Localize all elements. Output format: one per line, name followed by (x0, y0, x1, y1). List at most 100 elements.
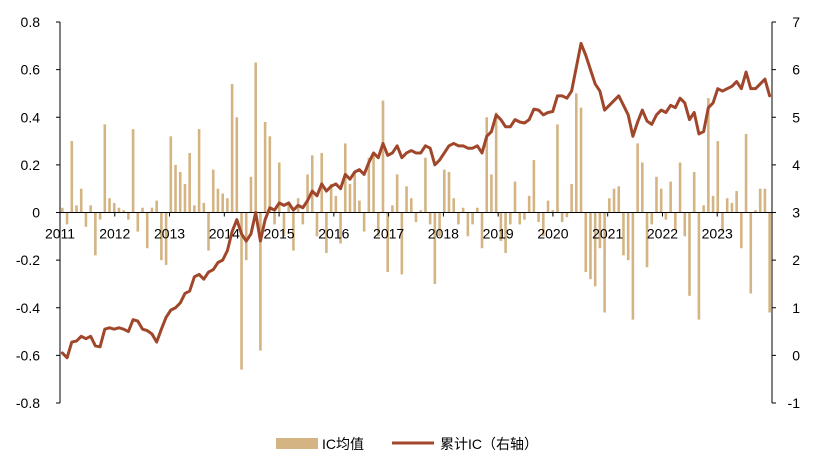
ic-bar (697, 212, 701, 320)
ic-bar (419, 210, 423, 213)
ic-bar (452, 198, 456, 213)
ic-bar (499, 212, 503, 242)
left-y-tick-label: -0.2 (16, 252, 40, 268)
x-year-label: 2020 (537, 226, 568, 242)
ic-bar (202, 202, 206, 213)
ic-bar (65, 212, 69, 225)
right-y-tick-label: 7 (792, 14, 800, 30)
ic-bar (447, 172, 451, 213)
ic-bar (471, 212, 474, 225)
right-y-tick-label: 0 (792, 347, 800, 363)
ic-bar (362, 212, 366, 232)
ic-bar (645, 212, 649, 268)
ic-bar (542, 212, 545, 237)
x-year-label: 2013 (154, 226, 185, 242)
ic-bar (169, 136, 173, 213)
ic-bar (589, 212, 592, 280)
ic-bar (692, 172, 696, 213)
cumulative-ic-line (60, 41, 772, 360)
ic-bar (626, 212, 630, 261)
x-year-label: 2016 (318, 226, 349, 242)
ic-bar (688, 212, 691, 296)
legend-swatch-ic-mean (276, 438, 318, 449)
ic-bar (735, 191, 738, 213)
x-year-label: 2022 (647, 226, 678, 242)
ic-bar (476, 207, 479, 213)
ic-bar (480, 212, 484, 249)
ic-bar (711, 195, 715, 213)
ic-bar (749, 212, 753, 294)
right-y-tick-label: 1 (792, 300, 800, 316)
right-y-tick-label: 6 (792, 62, 800, 78)
ic-bar (301, 212, 305, 225)
ic-bar (292, 212, 295, 251)
ic-bar (263, 122, 267, 213)
ic-bar (339, 212, 342, 244)
ic-bar (598, 212, 602, 249)
ic-bar (249, 176, 253, 213)
left-y-tick-label: 0 (32, 205, 40, 221)
ic-bar (560, 212, 564, 223)
right-y-tick-label: 5 (792, 109, 800, 125)
ic-bar (556, 124, 559, 213)
ic-bar (329, 183, 333, 213)
legend-label-ic-mean: IC均值 (322, 436, 364, 452)
ic-bar (164, 212, 168, 265)
ic-bar (230, 83, 234, 213)
ic-bar (405, 186, 408, 213)
ic-bar (683, 212, 687, 237)
ic-bar (372, 152, 375, 213)
ic-bar (409, 198, 413, 213)
ic-bar (438, 212, 441, 237)
ic-bar (254, 62, 257, 213)
ic-bar (131, 129, 135, 213)
ic-bar (348, 183, 352, 213)
x-year-label: 2021 (592, 226, 623, 242)
right-y-tick-label: 3 (792, 205, 800, 221)
ic-bar (127, 212, 130, 220)
ic-bar (150, 207, 154, 213)
ic-bar (310, 155, 314, 213)
ic-bar (277, 162, 281, 213)
ic-bar (259, 212, 262, 351)
ic-bar (306, 174, 309, 213)
ic-bar (216, 188, 220, 213)
ic-bar (221, 193, 224, 213)
ic-bar (287, 202, 290, 213)
ic-bar (428, 212, 432, 225)
ic-bar (70, 141, 74, 213)
right-y-tick-label: 4 (792, 157, 800, 173)
ic-bar (655, 176, 658, 213)
ic-bar (716, 141, 720, 213)
ic-bar (98, 212, 102, 220)
ic-bar (108, 198, 111, 213)
ic-bar (631, 212, 635, 320)
ic-bar (376, 212, 380, 237)
ic-bar (188, 152, 191, 213)
x-year-label: 2011 (45, 226, 75, 242)
ic-bar (532, 160, 536, 213)
ic-bar (636, 143, 639, 213)
ic-bar (193, 205, 196, 213)
ic-bar (546, 200, 550, 213)
x-year-label: 2023 (702, 226, 733, 242)
ic-bar (94, 212, 97, 256)
ic-bar (603, 212, 606, 313)
ic-bar (103, 124, 107, 213)
ic-bar (386, 212, 389, 273)
ic-bar (395, 174, 399, 213)
ic-bar (527, 195, 531, 213)
ic-bar (721, 212, 724, 232)
ic-bar (117, 207, 121, 213)
ic-bar (622, 212, 625, 256)
legend-label-cumulative-ic: 累计IC（右轴） (440, 436, 538, 452)
cumulative-ic-line-group (60, 41, 772, 360)
ic-bar (664, 212, 668, 220)
right-y-tick-label: 2 (792, 252, 800, 268)
ic-bar (617, 186, 621, 213)
ic-bar (353, 172, 356, 213)
ic-bar (509, 212, 512, 225)
ic-bar (442, 169, 446, 213)
